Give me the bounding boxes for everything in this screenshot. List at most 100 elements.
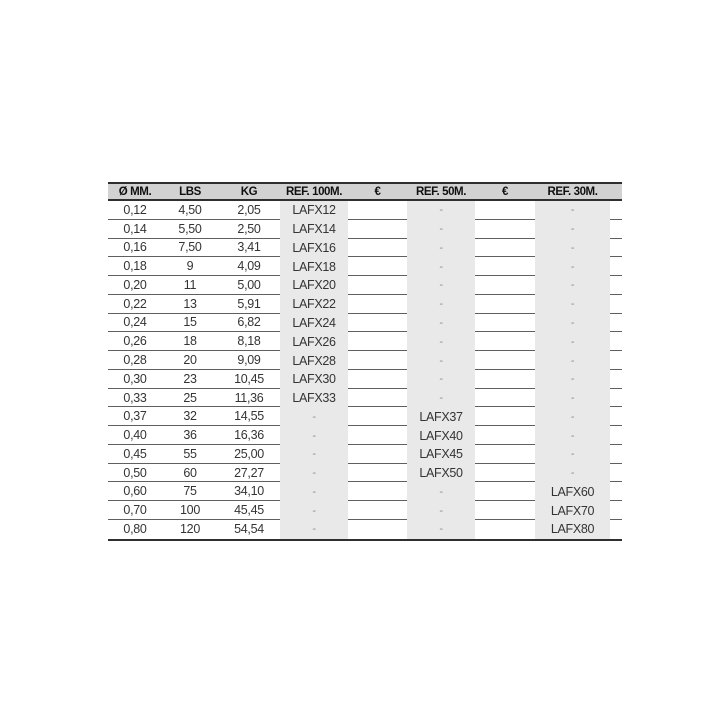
cell-kg: 11,36 — [218, 389, 280, 408]
cell-lbs: 25 — [162, 389, 218, 408]
cell-diameter_mm: 0,80 — [123, 522, 147, 537]
cell-eur_50m — [475, 407, 535, 427]
cell-lbs: 20 — [162, 351, 218, 370]
column-header-eur_100m: € — [374, 185, 381, 198]
row-filler — [610, 445, 622, 464]
spec-table: Ø MM. LBS KG REF. 100M. € REF. 50M. € REF. 30M.… — [108, 182, 622, 541]
cell-eur_100m — [348, 276, 407, 295]
cell-ref_100m: - — [280, 520, 348, 539]
table-row: 0,37 32 14,55- LAFX37- — [108, 407, 622, 427]
cell-diameter_mm: 0,33 — [108, 389, 162, 408]
cell-eur_50m — [475, 482, 535, 502]
row-filler — [610, 332, 622, 352]
cell-eur_100m — [348, 445, 407, 464]
cell-ref_100m: LAFX20 — [280, 276, 348, 295]
cell-eur_50m — [475, 239, 535, 258]
cell-ref_100m: - — [280, 501, 348, 521]
table-row: 0,16 7,50 3,41 LAFX16 - - — [108, 238, 622, 258]
cell-eur_100m — [348, 239, 407, 258]
cell-kg: 45,45 — [218, 501, 280, 521]
cell-ref_50m: - — [407, 294, 475, 314]
cell-ref_30m: - — [535, 351, 610, 370]
cell-eur_100m — [348, 389, 407, 408]
cell-ref_50m: - — [407, 313, 475, 333]
row-filler — [610, 501, 622, 521]
cell-ref_30m: - — [535, 426, 610, 445]
cell-eur_100m — [348, 501, 407, 521]
cell-lbs: 11 — [162, 276, 218, 295]
cell-eur_50m — [475, 201, 535, 220]
row-filler — [610, 520, 622, 539]
cell-ref_100m: LAFX28 — [280, 351, 348, 370]
cell-ref_30m: - — [535, 463, 610, 483]
cell-ref_50m: - — [407, 351, 475, 370]
row-filler — [610, 351, 622, 370]
cell-ref_30m: - — [535, 313, 610, 333]
cell-ref_30m: - — [535, 201, 610, 220]
row-filler — [610, 201, 622, 220]
cell-ref_100m: LAFX26 — [280, 332, 348, 352]
cell-kg: 6,82 — [218, 314, 280, 333]
row-filler — [610, 295, 622, 314]
cell-kg: 5,00 — [218, 276, 280, 295]
cell-eur_50m — [475, 220, 535, 239]
cell-ref_100m: LAFX22 — [280, 294, 348, 314]
row-filler — [610, 276, 622, 295]
column-header-ref_50m: REF. 50M. — [415, 185, 467, 198]
cell-ref_30m: - — [535, 276, 610, 295]
cell-ref_30m: - — [535, 294, 610, 314]
cell-diameter_mm: 0,26 — [108, 332, 162, 352]
cell-ref_50m: - — [407, 369, 475, 389]
cell-ref_50m: - — [407, 238, 475, 258]
cell-lbs: 75 — [162, 482, 218, 502]
table-row: 0,14 5,50 2,50 LAFX14 - - — [108, 219, 622, 239]
cell-ref_50m: - — [407, 501, 475, 521]
cell-ref_100m: LAFX16 — [280, 238, 348, 258]
table-row: 0,80 120 54,54 - - LAFX80 — [108, 520, 622, 539]
cell-lbs: 36 — [162, 426, 218, 445]
cell-lbs: 120 — [180, 522, 200, 537]
table-row: 0,12 4,50 2,05 LAFX12 - - — [108, 201, 622, 220]
cell-lbs: 9 — [162, 257, 218, 277]
cell-eur_100m — [348, 201, 407, 220]
cell-lbs: 15 — [162, 314, 218, 333]
row-filler — [610, 239, 622, 258]
cell-diameter_mm: 0,37 — [108, 407, 162, 427]
cell-ref_50m: - — [407, 276, 475, 295]
cell-kg: 16,36 — [218, 426, 280, 445]
cell-eur_100m — [348, 407, 407, 427]
cell-eur_100m — [348, 520, 407, 539]
column-header-eur_50m: € — [502, 185, 508, 198]
column-header-ref_30m: REF. 30M. — [547, 185, 598, 198]
cell-diameter_mm: 0,60 — [108, 482, 162, 502]
cell-diameter_mm: 0,50 — [108, 464, 162, 483]
cell-diameter_mm: 0,45 — [108, 445, 162, 464]
table-header-row: Ø MM. LBS KG REF. 100M. € REF. 50M. € REF. 30M. — [108, 184, 622, 201]
cell-eur_100m — [348, 257, 407, 277]
table-row: 0,40 36 16,36- LAFX40- — [108, 426, 622, 445]
cell-kg: 27,27 — [218, 464, 280, 483]
cell-ref_50m: LAFX40 — [407, 426, 475, 445]
cell-eur_50m — [475, 257, 535, 277]
cell-eur_50m — [475, 351, 535, 370]
cell-ref_30m: LAFX80 — [535, 520, 610, 539]
table-row: 0,28 20 9,09 LAFX28 - - — [108, 351, 622, 370]
cell-kg: 8,18 — [218, 332, 280, 352]
cell-diameter_mm: 0,12 — [108, 201, 162, 220]
cell-ref_50m: - — [407, 332, 475, 352]
row-filler — [610, 220, 622, 239]
cell-eur_100m — [348, 482, 407, 502]
column-header-ref_100m: REF. 100M. — [285, 185, 343, 198]
cell-lbs: 13 — [162, 295, 218, 314]
cell-eur_50m — [475, 389, 535, 408]
cell-ref_30m: - — [535, 332, 610, 352]
cell-lbs: 5,50 — [162, 220, 218, 239]
column-header-kg: KG — [240, 185, 258, 198]
row-filler — [610, 407, 622, 427]
cell-diameter_mm: 0,22 — [108, 295, 162, 314]
cell-eur_50m — [475, 520, 535, 539]
cell-ref_50m: LAFX45 — [407, 444, 475, 464]
cell-diameter_mm: 0,18 — [108, 257, 162, 277]
cell-lbs: 7,50 — [162, 239, 218, 258]
cell-lbs: 18 — [162, 332, 218, 352]
